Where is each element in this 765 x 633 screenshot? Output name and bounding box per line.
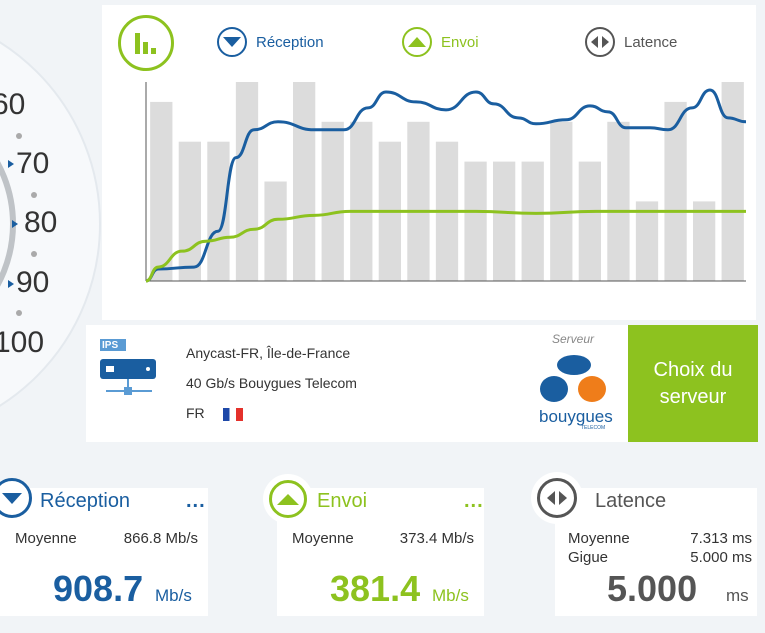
choose-server-button[interactable]: Choix du serveur bbox=[628, 325, 758, 442]
latency-bar bbox=[178, 141, 201, 281]
latence-card: Latence Moyenne 7.313 ms Gigue 5.000 ms … bbox=[531, 472, 757, 616]
reception-more-button[interactable]: ... bbox=[186, 490, 206, 512]
latence-card-icon bbox=[531, 472, 583, 524]
legend-envoi-label: Envoi bbox=[441, 33, 479, 51]
choose-server-line2: serveur bbox=[659, 385, 727, 408]
envoi-big-value: 381.4 bbox=[330, 568, 421, 609]
reception-card-icon bbox=[0, 478, 32, 518]
speed-gauge: 60 70 80 90 100 bbox=[0, 0, 110, 440]
latency-bar bbox=[607, 121, 630, 281]
ips-label: IPS bbox=[102, 340, 119, 351]
france-flag-icon bbox=[222, 407, 243, 421]
bouygues-logo: bouygues TELECOM bbox=[536, 351, 613, 433]
envoi-title: Envoi bbox=[317, 490, 368, 512]
reception-title: Réception bbox=[40, 490, 131, 512]
up-arrow-icon bbox=[402, 27, 432, 57]
latency-bar bbox=[721, 82, 744, 281]
latence-unit: ms bbox=[726, 586, 749, 605]
server-location: Anycast-FR, Île-de-France bbox=[186, 345, 351, 361]
latence-jitter-value: 5.000 ms bbox=[690, 549, 752, 566]
legend-latence-label: Latence bbox=[624, 33, 678, 51]
reception-big-value: 908.7 bbox=[53, 568, 144, 609]
latency-bar bbox=[321, 121, 344, 281]
envoi-card-icon bbox=[263, 474, 313, 524]
speed-chart bbox=[145, 82, 747, 283]
latency-bar bbox=[493, 161, 516, 281]
serveur-label: Serveur bbox=[552, 332, 595, 346]
envoi-more-button[interactable]: ... bbox=[464, 490, 484, 512]
gauge-tick-80: 80 bbox=[24, 206, 58, 239]
reception-unit: Mb/s bbox=[155, 586, 192, 605]
envoi-series-line bbox=[145, 209, 746, 283]
latency-bar bbox=[664, 101, 687, 282]
reception-series-line bbox=[145, 88, 747, 283]
latency-bar bbox=[235, 82, 259, 281]
legend-latence[interactable]: Latence bbox=[585, 25, 677, 59]
chart-panel: Réception Envoi Latence bbox=[102, 5, 756, 320]
envoi-unit: Mb/s bbox=[432, 586, 469, 605]
latency-bar bbox=[521, 161, 544, 281]
reception-card: Réception ... Moyenne 866.8 Mb/s 908.7 M… bbox=[0, 478, 208, 616]
envoi-card: Envoi ... Moyenne 373.4 Mb/s 381.4 Mb/s bbox=[263, 474, 484, 616]
latency-bar bbox=[293, 82, 316, 281]
server-country-code: FR bbox=[186, 405, 205, 421]
latency-bar bbox=[693, 201, 716, 281]
latency-bar bbox=[578, 161, 601, 281]
latence-title: Latence bbox=[595, 490, 667, 512]
gauge-tick-90: 90 bbox=[16, 266, 50, 299]
gauge-tick-60: 60 bbox=[0, 88, 26, 121]
latency-bar bbox=[350, 121, 373, 281]
reception-avg-value: 866.8 Mb/s bbox=[123, 530, 198, 547]
latency-bar bbox=[550, 121, 573, 281]
latency-bar bbox=[464, 161, 487, 281]
server-panel: IPS Anycast-FR, Île-de-France 40 Gb/s Bo… bbox=[86, 325, 758, 442]
envoi-avg-label: Moyenne bbox=[292, 530, 354, 547]
legend-reception-label: Réception bbox=[256, 33, 324, 51]
server-country: FR bbox=[186, 405, 243, 421]
latency-bar bbox=[635, 201, 659, 281]
gauge-dial bbox=[0, 41, 101, 407]
down-arrow-icon bbox=[217, 27, 247, 57]
latence-jitter-label: Gigue bbox=[568, 549, 609, 566]
choose-server-line1: Choix du bbox=[653, 358, 733, 381]
latency-bar bbox=[264, 181, 287, 281]
logo-subtext: TELECOM bbox=[581, 425, 606, 431]
bar-chart-icon[interactable] bbox=[118, 15, 174, 71]
reception-avg-label: Moyenne bbox=[15, 530, 77, 547]
latency-bar bbox=[150, 101, 173, 282]
latency-bar bbox=[207, 141, 230, 281]
latency-bar bbox=[407, 121, 430, 281]
gauge-tick-100: 100 bbox=[0, 326, 45, 359]
legend-envoi[interactable]: Envoi bbox=[402, 25, 479, 59]
envoi-avg-value: 373.4 Mb/s bbox=[399, 530, 474, 547]
left-right-arrows-icon bbox=[585, 27, 615, 57]
gauge-tick-70: 70 bbox=[16, 147, 50, 180]
server-provider: 40 Gb/s Bouygues Telecom bbox=[186, 375, 357, 391]
server-icon bbox=[100, 339, 160, 399]
latence-big-value: 5.000 bbox=[607, 568, 698, 609]
legend-reception[interactable]: Réception bbox=[217, 25, 324, 59]
latence-avg-label: Moyenne bbox=[568, 530, 630, 547]
logo-text: bouygues bbox=[539, 407, 613, 426]
latence-avg-value: 7.313 ms bbox=[690, 530, 752, 547]
